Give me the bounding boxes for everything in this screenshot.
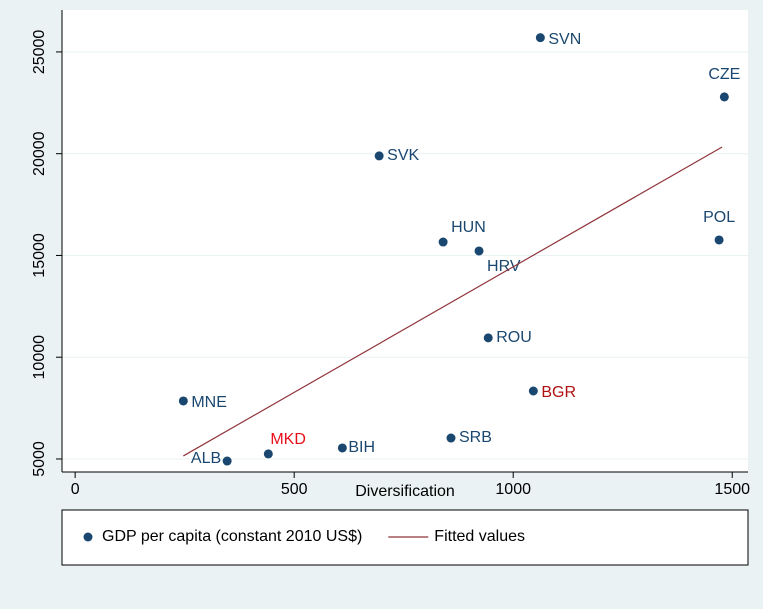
point xyxy=(178,396,188,406)
y-tick-label: 25000 xyxy=(31,30,48,75)
point xyxy=(528,386,538,396)
point-label: ALB xyxy=(191,450,221,467)
point-label: HRV xyxy=(487,258,521,275)
point xyxy=(719,92,729,102)
x-tick-label: 1500 xyxy=(714,481,750,498)
point xyxy=(222,456,232,466)
point-label: CZE xyxy=(708,66,740,83)
x-axis-title: Diversification xyxy=(355,483,455,500)
legend-label: Fitted values xyxy=(434,528,525,545)
fit-line xyxy=(183,146,723,457)
point xyxy=(446,433,456,443)
point-label: HUN xyxy=(451,219,486,236)
legend-dot xyxy=(83,532,93,542)
x-tick-label: 0 xyxy=(71,481,80,498)
point-label: BIH xyxy=(348,439,375,456)
y-tick-label: 20000 xyxy=(31,131,48,176)
point-label: BGR xyxy=(541,384,576,401)
point-label: MKD xyxy=(270,431,306,448)
y-tick-label: 15000 xyxy=(31,233,48,278)
point xyxy=(263,449,273,459)
plot-area xyxy=(62,10,748,472)
point xyxy=(714,235,724,245)
point-label: SRB xyxy=(459,429,492,446)
point-label: SVK xyxy=(387,147,419,164)
point xyxy=(474,246,484,256)
point xyxy=(374,151,384,161)
point xyxy=(438,237,448,247)
point-label: POL xyxy=(703,209,735,226)
point-label: MNE xyxy=(191,394,227,411)
point xyxy=(337,443,347,453)
point xyxy=(483,333,493,343)
legend-label: GDP per capita (constant 2010 US$) xyxy=(102,528,362,545)
y-tick-label: 5000 xyxy=(31,441,48,477)
x-tick-label: 500 xyxy=(281,481,308,498)
x-tick-label: 1000 xyxy=(495,481,531,498)
point xyxy=(535,33,545,43)
y-tick-label: 10000 xyxy=(31,335,48,380)
point-label: ROU xyxy=(496,329,532,346)
point-label: SVN xyxy=(548,31,581,48)
